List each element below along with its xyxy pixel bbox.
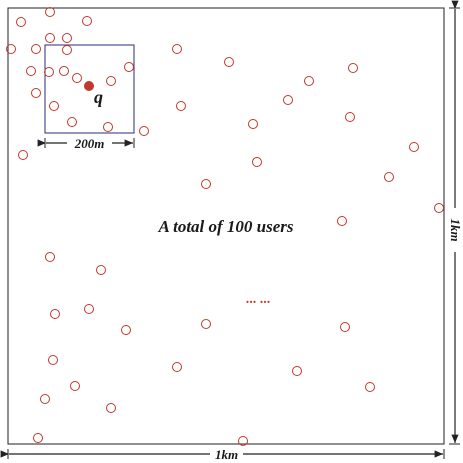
user-points (6, 7, 444, 446)
user-point (26, 66, 36, 76)
user-point (348, 63, 358, 73)
user-point (84, 304, 94, 314)
user-point (345, 112, 355, 122)
query-label: q (94, 87, 103, 107)
user-point (340, 322, 350, 332)
user-point (304, 76, 314, 86)
user-point (48, 355, 58, 365)
user-point (292, 366, 302, 376)
user-point (434, 203, 444, 213)
height-dimension-label: 1km (448, 218, 463, 241)
user-point (283, 95, 293, 105)
user-point (201, 179, 211, 189)
area-frame (7, 7, 445, 445)
query-point (84, 81, 94, 91)
user-point (238, 436, 248, 446)
total-users-label: A total of 100 users (157, 217, 293, 236)
region-dimension: 200m (37, 136, 135, 151)
user-point (49, 101, 59, 111)
user-point (67, 117, 77, 127)
user-point (365, 382, 375, 392)
user-point (45, 7, 55, 17)
user-point (124, 62, 134, 72)
user-point (139, 126, 149, 136)
user-point (172, 44, 182, 54)
user-point (106, 76, 116, 86)
user-point (176, 101, 186, 111)
user-point (96, 265, 106, 275)
width-dimension-label: 1km (215, 447, 238, 462)
user-point (59, 66, 69, 76)
user-point (70, 381, 80, 391)
user-point (33, 433, 43, 443)
user-point (31, 44, 41, 54)
user-point (40, 394, 50, 404)
user-point (6, 44, 16, 54)
user-point (121, 325, 131, 335)
user-point (106, 403, 116, 413)
width-dimension: 1km (0, 447, 445, 462)
query-region (44, 44, 135, 134)
user-point (224, 57, 234, 67)
user-point (31, 88, 41, 98)
user-point (50, 309, 60, 319)
user-point (252, 157, 262, 167)
user-point (248, 119, 258, 129)
user-point (45, 33, 55, 43)
user-point (16, 17, 26, 27)
user-point (72, 73, 82, 83)
user-point (82, 16, 92, 26)
more-users-ellipsis: ... ... (246, 292, 271, 307)
user-point (44, 67, 54, 77)
user-point (45, 252, 55, 262)
user-point (337, 216, 347, 226)
user-point (18, 150, 28, 160)
user-point (62, 33, 72, 43)
height-dimension: 1km (448, 0, 463, 445)
user-point (201, 319, 211, 329)
region-dimension-label: 200m (74, 136, 105, 151)
user-point (384, 172, 394, 182)
user-point (103, 122, 113, 132)
user-point (172, 362, 182, 372)
user-point (409, 142, 419, 152)
user-point (62, 45, 72, 55)
